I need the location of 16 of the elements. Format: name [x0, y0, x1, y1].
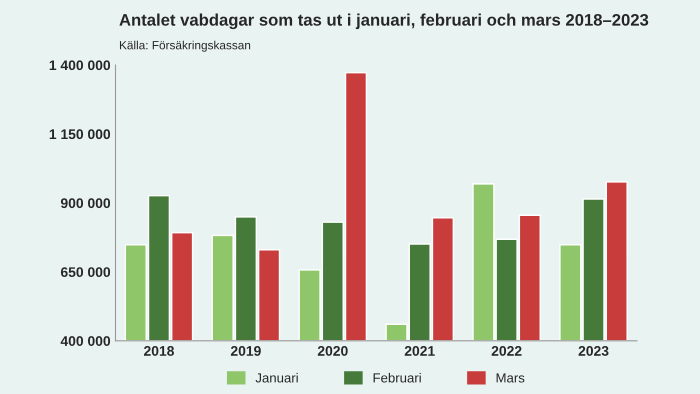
y-tick-label: 400 000	[60, 336, 110, 346]
x-tick-label: 2021	[404, 346, 435, 356]
x-tick-label: 2019	[230, 346, 261, 356]
y-tick-label: 1 150 000	[50, 129, 110, 140]
chart-subtitle: Källa: Försäkringskassan	[120, 40, 250, 52]
x-tick-label: 2022	[492, 346, 522, 356]
x-tick-label: 2020	[318, 346, 348, 356]
y-tick-label: 650 000	[60, 267, 110, 278]
chart-title: Antalet vabdagar som tas ut i januari, februari och mars 2018–2023	[119, 14, 648, 30]
legend-label: Februari	[374, 372, 421, 383]
x-tick-label: 2018	[144, 346, 174, 356]
x-tick-label: 2023	[578, 346, 608, 356]
y-tick-label: 1 400 000	[50, 60, 110, 70]
legend-label: Mars	[496, 373, 524, 383]
legend-label: Januari	[256, 372, 298, 383]
y-tick-label: 900 000	[60, 198, 110, 208]
